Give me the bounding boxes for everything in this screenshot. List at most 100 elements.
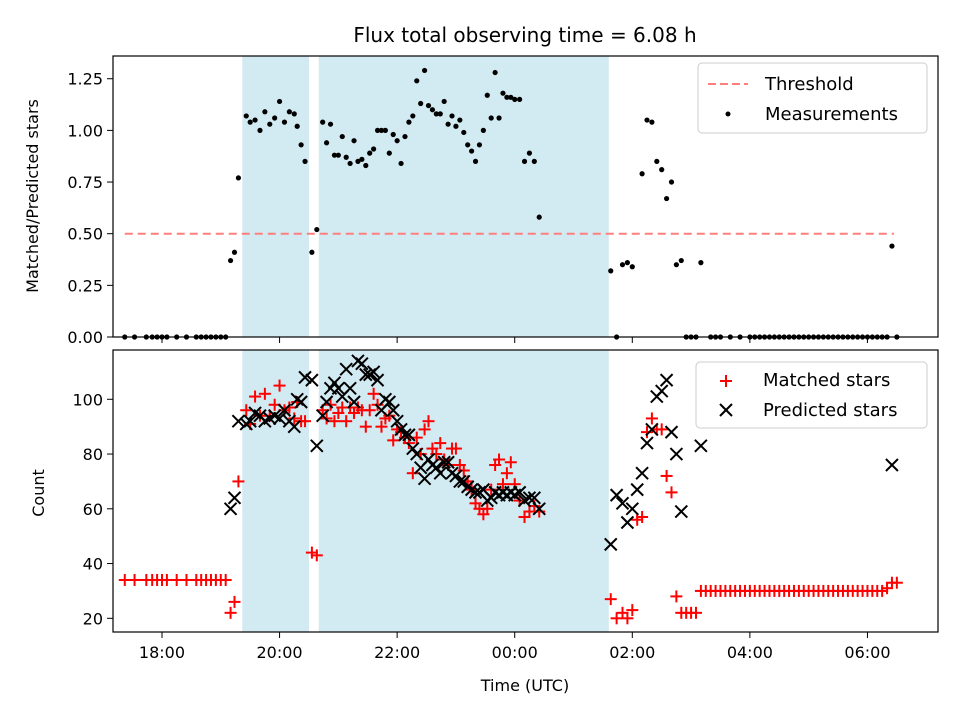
predicted-point [294, 395, 308, 409]
measurement-point [355, 158, 361, 164]
measurement-point [461, 129, 467, 136]
measurement-point [286, 109, 292, 115]
predicted-point [532, 502, 546, 516]
predicted-point [645, 422, 659, 437]
measurement-point [235, 175, 242, 181]
measurement-point [291, 111, 297, 117]
bottom-legend-box [695, 361, 928, 429]
measurement-point [608, 268, 614, 274]
predicted-point [437, 455, 451, 469]
measurement-point [425, 102, 432, 109]
predicted-point [630, 482, 644, 497]
predicted-point [343, 381, 357, 396]
matched-point [640, 426, 653, 439]
observing-window-0 [242, 350, 309, 632]
ytick-label: 0.00 [67, 328, 103, 347]
matched-point [655, 423, 668, 436]
measurement-point [421, 67, 428, 74]
measurement-point [294, 123, 300, 129]
predicted-point [659, 373, 674, 387]
measurement-point [517, 96, 523, 102]
predicted-point [305, 373, 319, 387]
ytick-label: 20 [83, 609, 103, 628]
top-plot-frame [112, 55, 939, 338]
measurement-point [433, 111, 439, 117]
measurement-point [339, 133, 345, 140]
predicted-point [654, 384, 669, 398]
bottom-ylabel: Count [29, 469, 48, 517]
measurement-point [323, 140, 330, 146]
measurement-point [281, 119, 288, 125]
measurement-point [363, 162, 369, 169]
measurement-point [276, 98, 283, 105]
measurement-point [512, 96, 518, 102]
measurement-point [449, 113, 455, 119]
measurement-point [320, 119, 326, 125]
matched-point [387, 434, 400, 447]
measurement-point [453, 123, 459, 129]
top-shading [242, 56, 609, 337]
measurement-point [398, 160, 404, 167]
matched-point [232, 475, 245, 488]
matched-point [375, 420, 388, 433]
measurement-point [678, 257, 684, 264]
predicted-point [885, 458, 899, 472]
top-legend-box [697, 62, 928, 134]
matched-point [434, 437, 447, 450]
matched-point [621, 612, 634, 625]
legend-measurements-swatch [725, 111, 731, 117]
predicted-point [609, 488, 624, 502]
measurement-point [414, 78, 420, 84]
predicted-point [298, 370, 312, 385]
bottom-yticks: 20 40 60 80 100 [72, 390, 113, 628]
top-title: Flux total observing time = 6.08 h [353, 23, 696, 47]
matched-point [310, 549, 323, 562]
measurement-point [526, 150, 533, 156]
measurement-point [531, 158, 537, 164]
measurement-point [484, 92, 490, 98]
matched-point [636, 511, 649, 524]
matched-point [359, 420, 372, 433]
measurement-point [457, 117, 463, 123]
predicted-point [625, 502, 640, 516]
predicted-point [227, 491, 242, 505]
predicted-point [512, 485, 527, 500]
matched-point [481, 502, 494, 515]
bottom-panel: Count Time (UTC) 20 40 60 80 100 18:00 20:00 2… [29, 349, 939, 695]
predicted-point [604, 537, 618, 552]
measurement-point [382, 127, 388, 133]
top-legend: Threshold Measurements [697, 62, 928, 134]
measurement-point [418, 100, 424, 107]
measurement-point [654, 158, 660, 164]
measurement-point [243, 113, 249, 119]
measurement-point [508, 94, 514, 100]
measurement-point [390, 131, 396, 138]
matched-point [367, 387, 380, 400]
top-yticks: 0.00 0.25 0.50 0.75 1.00 1.25 [67, 70, 113, 347]
measurement-point [629, 264, 635, 270]
measurement-point [386, 150, 392, 156]
predicted-point [522, 491, 537, 505]
predicted-point [635, 466, 649, 480]
predicted-point [331, 381, 346, 396]
matched-point [645, 412, 658, 425]
measurement-point [227, 257, 234, 264]
measurement-point [314, 226, 320, 233]
measurement-point [327, 121, 334, 127]
predicted-point [433, 466, 447, 480]
matched-point [383, 409, 396, 422]
matched-point [604, 593, 617, 606]
xtick-label: 04:00 [727, 643, 773, 662]
matched-point [228, 595, 241, 608]
measurement-point [347, 160, 353, 167]
legend-matched-label: Matched stars [763, 370, 890, 391]
ytick-label: 0.75 [67, 173, 103, 192]
predicted-point [620, 515, 635, 530]
measurement-point [441, 98, 447, 105]
measurement-point [252, 117, 258, 123]
measurement-point [351, 138, 357, 144]
predicted-point [359, 367, 373, 382]
measurement-point [374, 127, 381, 133]
measurement-point [668, 179, 675, 185]
measurement-point [644, 117, 650, 123]
